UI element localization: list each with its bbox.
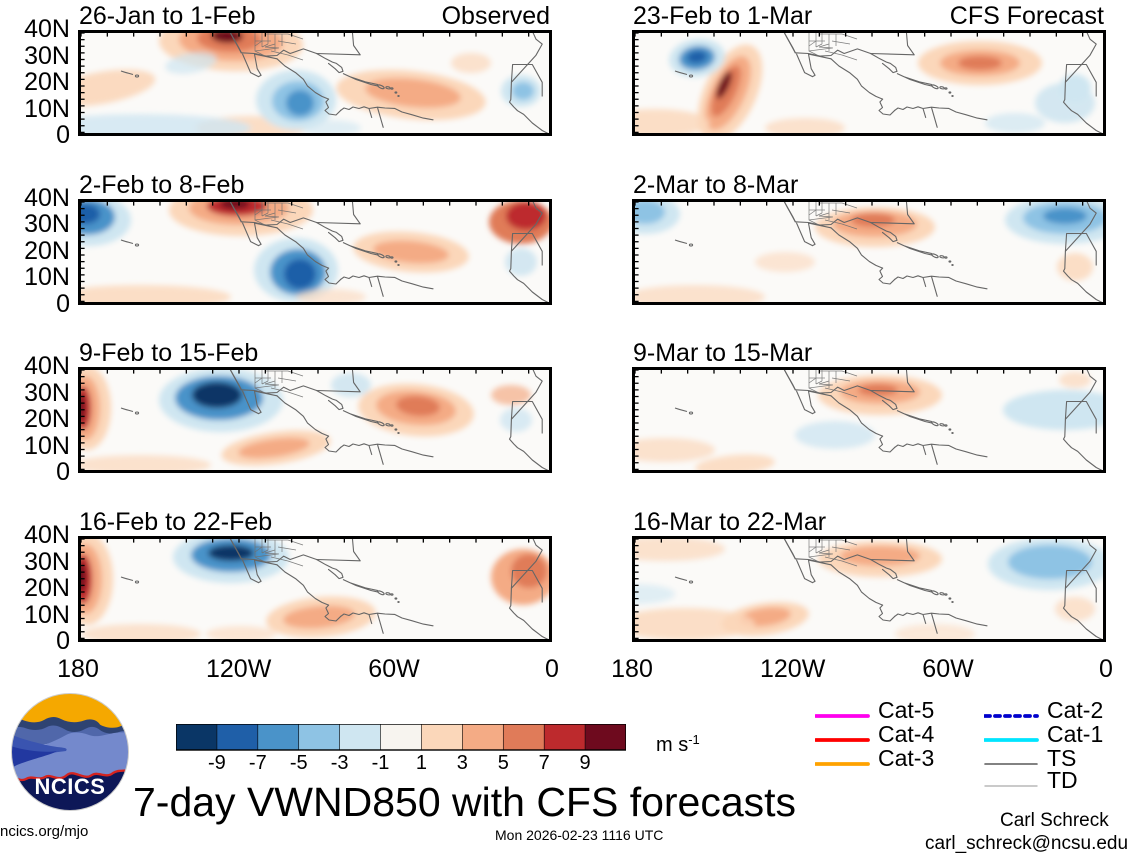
svg-text:NCICS: NCICS: [35, 774, 106, 799]
